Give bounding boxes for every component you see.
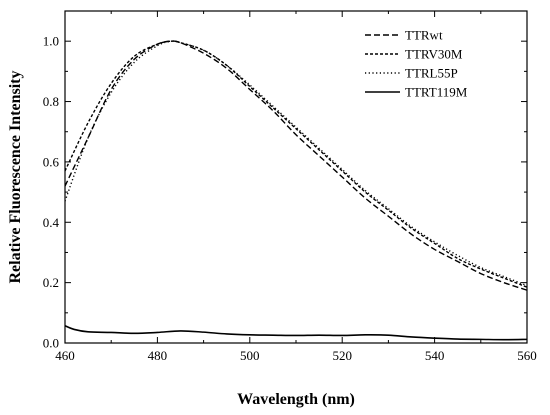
y-tick-label: 0.6: [43, 154, 60, 169]
legend-label-ttrt119m: TTRT119M: [405, 85, 468, 100]
axis-titles: Wavelength (nm) Relative Fluorescence In…: [7, 71, 355, 409]
x-tick-label: 480: [148, 348, 168, 363]
x-axis-title: Wavelength (nm): [237, 391, 355, 408]
y-axis-title: Relative Fluorescence Intensity: [7, 71, 24, 284]
x-tick-label: 520: [332, 348, 352, 363]
x-tick-label: 540: [425, 348, 445, 363]
x-tick-label: 460: [55, 348, 75, 363]
plot-area: 460 480 500 520 540 560 0.0 0.2 0.4 0.6 0.8 1.0: [43, 10, 537, 363]
legend-label-ttrl55p: TTRL55P: [405, 66, 458, 81]
legend-label-ttrv30m: TTRV30M: [405, 47, 463, 62]
x-tick-label: 500: [240, 348, 260, 363]
series-line-ttrwt: [65, 40, 527, 291]
y-tick-label: 0.0: [43, 336, 59, 351]
x-tick-label: 560: [517, 348, 537, 363]
y-tick-label: 0.8: [43, 94, 59, 109]
y-tick-label: 0.4: [43, 215, 60, 230]
legend: TTRwt TTRV30M TTRL55P TTRT119M: [365, 28, 468, 100]
series-layer: [65, 40, 527, 341]
series-line-ttrt119m: [65, 325, 527, 341]
y-tick-label: 1.0: [43, 34, 59, 49]
y-tick-label: 0.2: [43, 275, 59, 290]
legend-label-ttrwt: TTRwt: [405, 28, 443, 43]
